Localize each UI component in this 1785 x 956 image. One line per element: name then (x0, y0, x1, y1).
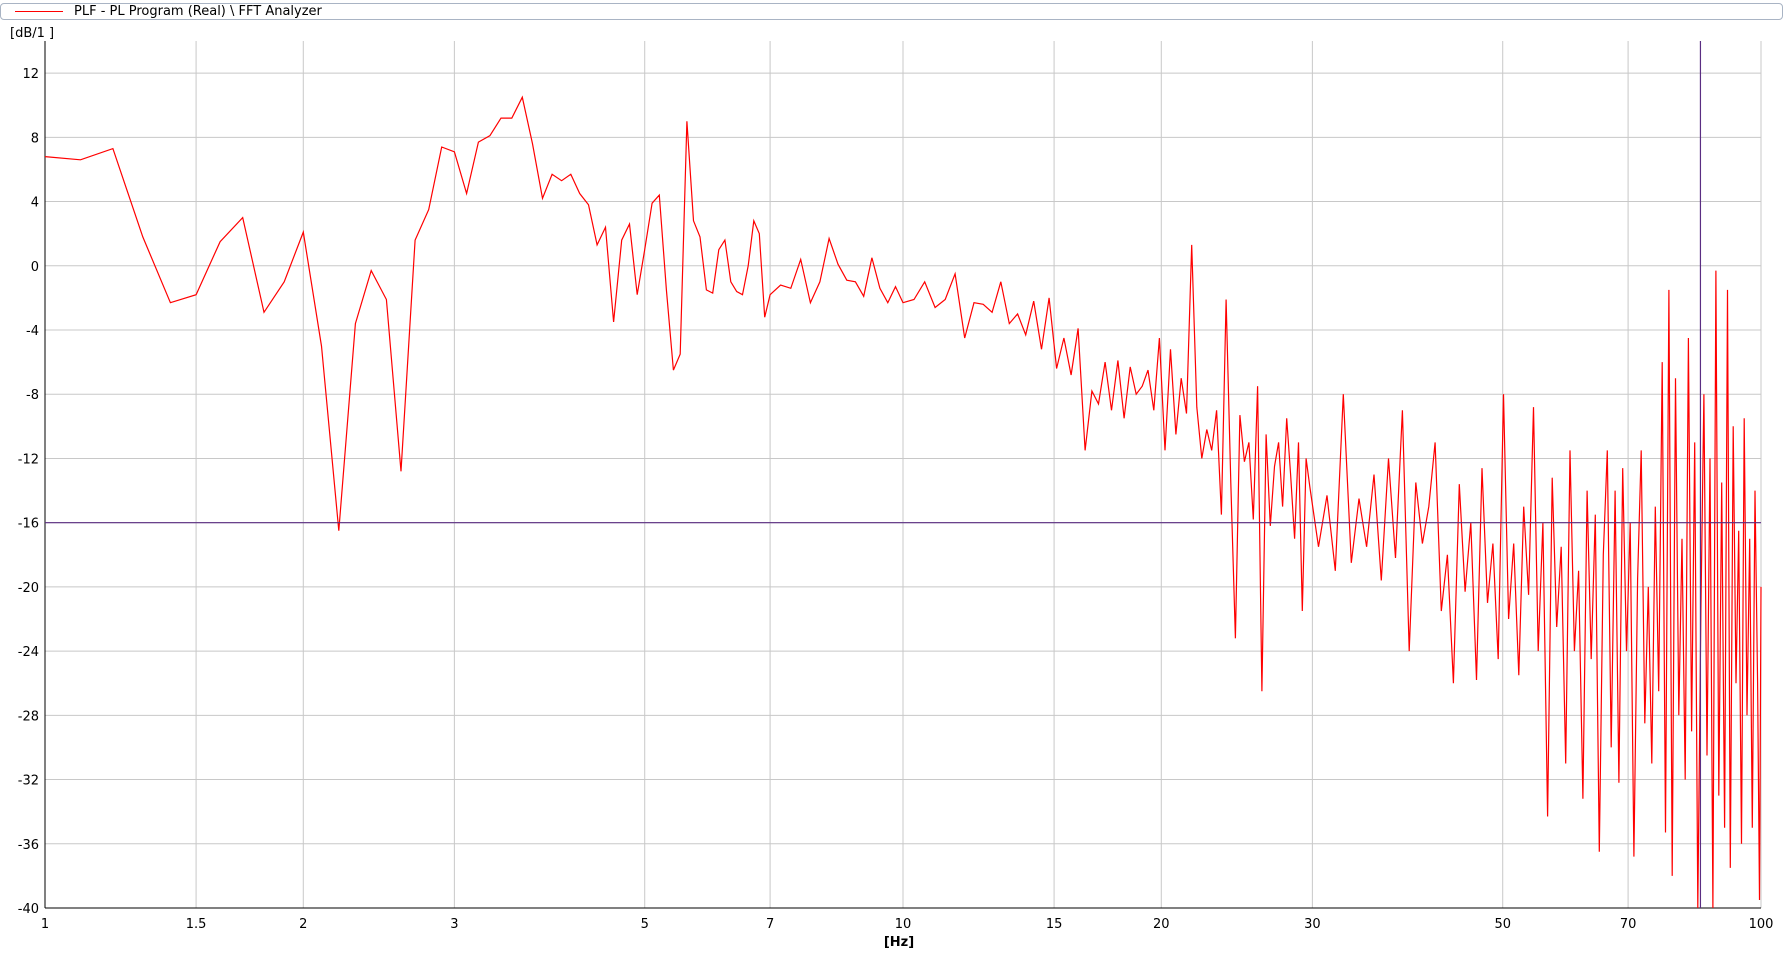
y-tick-label: -28 (18, 709, 39, 724)
x-tick-label: 20 (1153, 917, 1170, 932)
y-tick-label: 4 (31, 196, 39, 211)
y-tick-label: -8 (26, 388, 39, 403)
x-tick-label: 70 (1620, 917, 1637, 932)
series-line-fft (44, 95, 1762, 909)
x-tick-label: 100 (1749, 917, 1774, 932)
x-tick-label: 3 (450, 917, 458, 932)
y-tick-label: 8 (31, 131, 39, 146)
x-tick-label: 50 (1494, 917, 1511, 932)
y-tick-label: 0 (31, 260, 39, 275)
y-tick-label: -24 (18, 645, 39, 660)
x-tick-label: 30 (1304, 917, 1321, 932)
grid (44, 41, 1762, 909)
tick-labels: 1 1.5 2 3 5 7 10 15 20 30 50 70 100 12 8 4 0 -4 -8 -12 -16 -2… (18, 67, 1774, 932)
legend-line-swatch (15, 11, 63, 12)
legend-bar: PLF - PL Program (Real) \ FFT Analyzer (0, 3, 1783, 20)
y-tick-label: -12 (18, 452, 39, 467)
x-tick-label: 5 (641, 917, 649, 932)
x-tick-label: 2 (299, 917, 307, 932)
y-tick-label: -4 (26, 324, 39, 339)
x-tick-label: 15 (1046, 917, 1063, 932)
y-tick-label: -32 (18, 774, 39, 789)
y-tick-label: -36 (18, 838, 39, 853)
x-tick-label: 1 (41, 917, 49, 932)
x-tick-label: 7 (766, 917, 774, 932)
legend-entry-label: PLF - PL Program (Real) \ FFT Analyzer (74, 4, 322, 19)
y-tick-label: -20 (18, 581, 39, 596)
x-tick-label: 10 (895, 917, 912, 932)
y-axis-unit-label: [dB/1 ] (10, 26, 54, 41)
y-tick-label: 12 (22, 67, 39, 82)
y-tick-label: -40 (18, 902, 39, 917)
x-axis-unit-label: [Hz] (884, 935, 914, 950)
y-tick-label: -16 (18, 517, 39, 532)
x-tick-label: 1.5 (186, 917, 207, 932)
